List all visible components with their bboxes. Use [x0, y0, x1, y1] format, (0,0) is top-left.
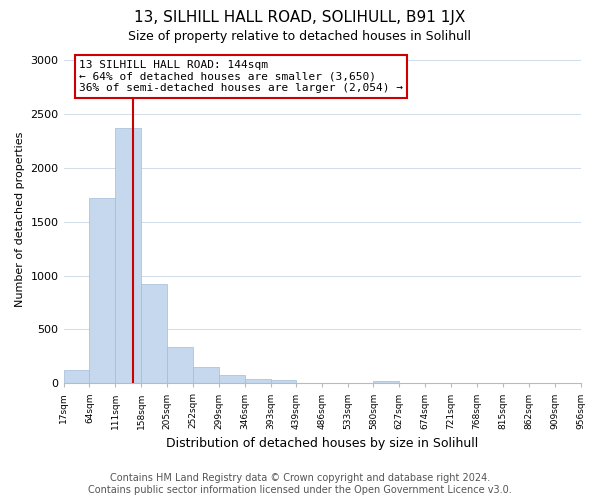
Bar — [167, 346, 193, 384]
X-axis label: Distribution of detached houses by size in Solihull: Distribution of detached houses by size … — [166, 437, 478, 450]
Bar — [89, 198, 115, 384]
Text: Contains HM Land Registry data © Crown copyright and database right 2024.
Contai: Contains HM Land Registry data © Crown c… — [88, 474, 512, 495]
Text: Size of property relative to detached houses in Solihull: Size of property relative to detached ho… — [128, 30, 472, 43]
Y-axis label: Number of detached properties: Number of detached properties — [15, 132, 25, 307]
Bar — [193, 367, 219, 384]
Bar — [64, 370, 89, 384]
Bar — [271, 380, 296, 384]
Bar — [373, 381, 400, 384]
Text: 13 SILHILL HALL ROAD: 144sqm
← 64% of detached houses are smaller (3,650)
36% of: 13 SILHILL HALL ROAD: 144sqm ← 64% of de… — [79, 60, 403, 93]
Text: 13, SILHILL HALL ROAD, SOLIHULL, B91 1JX: 13, SILHILL HALL ROAD, SOLIHULL, B91 1JX — [134, 10, 466, 25]
Bar — [115, 128, 141, 384]
Bar — [219, 375, 245, 384]
Bar — [141, 284, 167, 384]
Bar — [245, 379, 271, 384]
